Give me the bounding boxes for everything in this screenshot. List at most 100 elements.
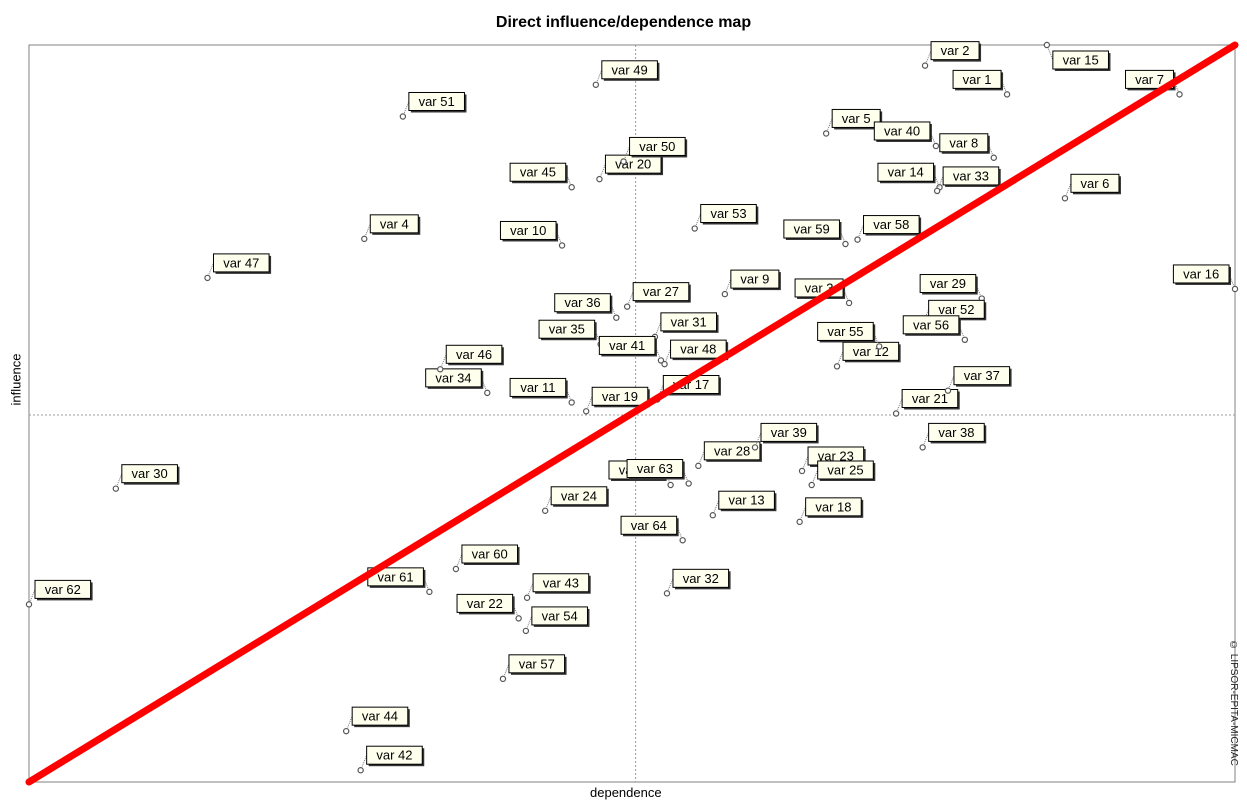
point-label-box (805, 497, 862, 517)
point-label: var 2 (941, 43, 970, 58)
point-label: var 59 (794, 221, 830, 236)
point-label: var 4 (380, 216, 409, 231)
data-point (845, 299, 853, 307)
data-point (25, 601, 33, 608)
point-label: var 20 (615, 157, 651, 172)
point-label-box (730, 269, 780, 289)
data-point (361, 235, 368, 243)
data-point (933, 187, 941, 195)
data-point (523, 594, 531, 601)
point-label: var 54 (542, 608, 578, 623)
data-point (623, 303, 631, 310)
point-label: var 49 (612, 62, 648, 77)
point-label-box (873, 121, 931, 141)
point-label: var 28 (714, 443, 750, 458)
point-label: var 22 (467, 596, 503, 611)
data-point (522, 627, 530, 635)
point-label-box (351, 706, 409, 726)
point-label: var 9 (740, 272, 769, 287)
point-label: var 6 (1081, 176, 1110, 191)
data-point (796, 518, 803, 526)
point-label-box (121, 464, 178, 484)
point-label: var 57 (519, 656, 555, 671)
point-label-box (554, 293, 611, 313)
point-label: var 32 (683, 571, 719, 586)
data-point (568, 184, 575, 191)
point-label: var 38 (938, 425, 974, 440)
point-label-box (703, 441, 761, 461)
point-label-box (34, 579, 92, 599)
point-label-box (1070, 173, 1120, 193)
data-point (620, 158, 627, 165)
point-label-box (930, 41, 980, 61)
point-label: var 58 (873, 217, 909, 232)
point-label-box (591, 386, 649, 406)
data-point (695, 462, 702, 470)
data-point (854, 236, 861, 243)
point-label-box (499, 220, 557, 240)
point-label: var 31 (671, 314, 707, 329)
point-label: var 30 (132, 466, 168, 481)
chart-title: Direct influence/dependence map (495, 14, 752, 31)
data-point (1061, 195, 1069, 202)
point-label: var 46 (456, 347, 492, 362)
y-axis-label: influence (8, 353, 24, 406)
point-label-box (817, 321, 874, 341)
data-point (596, 175, 603, 183)
point-label: var 45 (520, 165, 556, 180)
point-label-box (626, 459, 684, 479)
point-label-box (928, 422, 985, 442)
point-label: var 36 (564, 295, 600, 310)
data-point (661, 360, 668, 368)
point-label: var 15 (1063, 53, 1099, 68)
point-label: var 14 (888, 165, 924, 180)
point-label-box (901, 389, 959, 408)
data-point (541, 507, 549, 514)
point-label-box (532, 573, 590, 593)
watermark: © LIPSOR-EPITA-MICMAC (1228, 640, 1239, 766)
data-point (1003, 91, 1011, 98)
point-label-box (942, 166, 1000, 186)
data-point (484, 389, 491, 397)
data-point (568, 399, 575, 406)
point-label-box (629, 136, 686, 156)
point-label-box (425, 368, 482, 388)
point-label: var 56 (913, 317, 949, 332)
point-label-box (538, 319, 596, 339)
data-point (876, 343, 883, 350)
data-point (932, 142, 940, 150)
data-point (582, 408, 590, 415)
data-point (1043, 41, 1051, 49)
data-point (613, 314, 620, 321)
point-label-box (877, 162, 935, 182)
point-label: var 35 (549, 322, 585, 337)
data-point (558, 242, 566, 249)
data-point (921, 62, 929, 69)
data-point (426, 588, 433, 596)
point-label-box (509, 162, 567, 182)
point-label: var 16 (1183, 266, 1219, 281)
point-label: var 33 (953, 168, 989, 183)
point-label-box (366, 745, 423, 765)
point-label: var 41 (609, 338, 645, 353)
point-label: var 23 (818, 448, 854, 463)
point-label-box (952, 69, 1002, 89)
point-label: var 39 (771, 425, 807, 440)
point-label: var 1 (963, 72, 992, 87)
data-point (842, 240, 849, 248)
point-label-box (939, 133, 989, 153)
data-point (679, 537, 686, 544)
data-point (892, 410, 900, 417)
data-point (751, 444, 759, 451)
point-label-box (550, 486, 608, 506)
point-label-box (863, 215, 920, 235)
data-point (944, 387, 952, 394)
x-axis-label: dependence (590, 785, 662, 800)
data-point (515, 615, 522, 622)
data-point (721, 290, 729, 298)
point-label-box (672, 568, 730, 588)
point-label: var 64 (631, 518, 667, 533)
point-label: var 60 (472, 547, 508, 562)
point-label: var 37 (964, 368, 1000, 383)
